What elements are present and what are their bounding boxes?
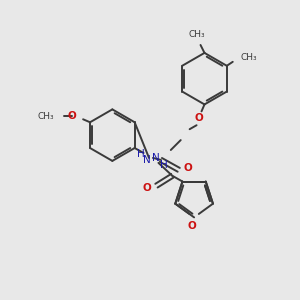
- Text: CH₃: CH₃: [188, 30, 205, 39]
- Text: O: O: [143, 183, 152, 193]
- Text: O: O: [68, 111, 76, 121]
- Text: N: N: [143, 155, 151, 165]
- Text: CH₃: CH₃: [241, 53, 257, 62]
- Text: CH₃: CH₃: [38, 112, 54, 121]
- Text: O: O: [188, 221, 197, 231]
- Text: O: O: [194, 113, 203, 123]
- Text: H: H: [160, 160, 168, 170]
- Text: O: O: [184, 163, 192, 173]
- Text: N: N: [152, 153, 160, 163]
- Text: H: H: [137, 149, 145, 159]
